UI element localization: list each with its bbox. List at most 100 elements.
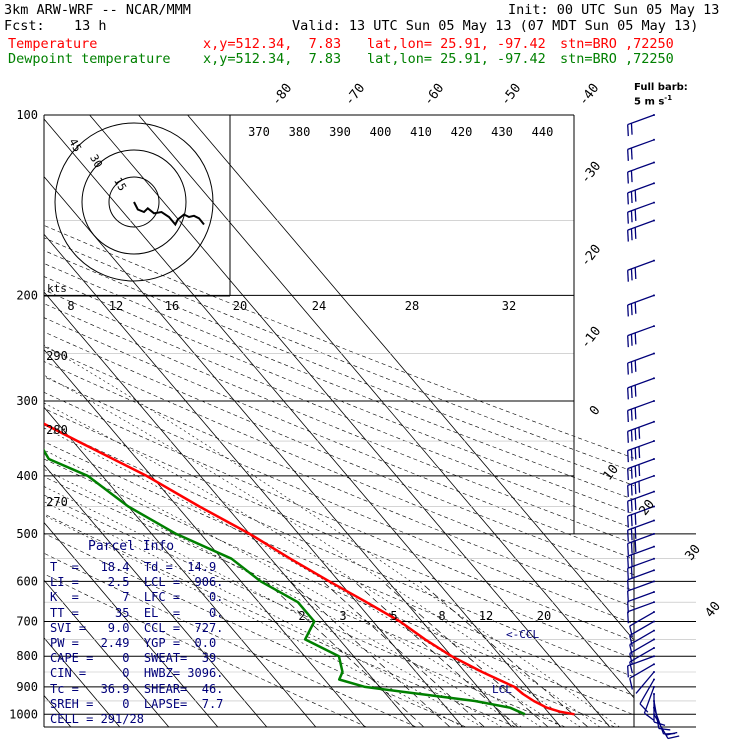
valid-time: Valid: 13 UTC Sun 05 May 13 (07 MDT Sun … [292, 18, 699, 34]
isotherm-line [44, 521, 219, 727]
temperature-legend-xy: x,y=512.34, 7.83 [203, 36, 342, 52]
lcl-annotation: LCL [492, 683, 512, 696]
parcel-info-row: SREH = 0 LAPSE= 7.7 [50, 696, 224, 711]
hodograph-ring [54, 122, 214, 282]
theta-label: 440 [532, 125, 554, 139]
barb-legend-sup: -1 [664, 94, 673, 102]
parcel-info-panel: Parcel Info T = 18.4 Td = 14.9 LI = 2.5 L… [44, 537, 230, 727]
wind-barb [627, 219, 655, 242]
wind-barb [627, 182, 655, 205]
fcst-value: 13 h [74, 18, 107, 34]
dry-adiabat [44, 289, 634, 529]
wetbulb-label: 16 [165, 299, 179, 313]
dry-adiabat [44, 361, 634, 608]
isotherm-label: 40 [703, 599, 724, 621]
mixing-ratio-label: 12 [479, 609, 493, 623]
theta-label: 430 [491, 125, 513, 139]
dry-adiabat [44, 552, 417, 727]
hodograph-ring-label: 15 [111, 175, 129, 193]
pressure-tick-label: 300 [16, 394, 38, 408]
mixing-ratio-label: 5 [390, 609, 397, 623]
isotherm-label: -80 [269, 81, 295, 109]
pressure-tick-label: 500 [16, 527, 38, 541]
wind-barb [627, 505, 655, 528]
theta-label: 390 [329, 125, 351, 139]
wetbulb-label: 32 [502, 299, 516, 313]
hodograph-ring [81, 149, 187, 255]
pressure-tick-label: 700 [16, 614, 38, 628]
isotherm-line [44, 233, 464, 727]
thetae-label: 280 [46, 423, 68, 437]
thetae-label: 270 [46, 495, 68, 509]
theta-label: 410 [410, 125, 432, 139]
parcel-info-row: TT = 35 EL = 0. [50, 605, 224, 620]
hodograph-ring-label: 30 [87, 152, 105, 170]
wind-barb [627, 114, 655, 137]
dry-adiabat [44, 441, 634, 697]
temperature-legend-latlon: lat,lon= 25.91, -97.42 [367, 36, 546, 52]
mixing-ratio-label: 3 [339, 609, 346, 623]
wind-barb [627, 440, 655, 463]
isotherm-line [44, 291, 415, 727]
wetbulb-label: 12 [109, 299, 123, 313]
ccl-annotation: <-CCL [506, 628, 539, 641]
dry-adiabat [44, 513, 516, 727]
isotherm-label: 20 [637, 497, 658, 519]
temperature-profile [44, 422, 575, 716]
isotherm-line [44, 464, 268, 727]
hodograph-units-label: kts [47, 282, 67, 295]
isotherm-label: 30 [683, 542, 704, 564]
dewpoint-profile [44, 448, 526, 716]
sounding-profiles [44, 422, 575, 716]
moist-adiabat [44, 449, 542, 727]
wind-barb [627, 519, 655, 542]
wind-barb [643, 685, 655, 721]
header: 3km ARW-WRF -- NCAR/MMM Init: 00 UTC Sun… [0, 0, 740, 70]
wind-barb [627, 490, 655, 513]
isotherm-label: -10 [578, 324, 604, 352]
hodograph-ring-label: 45 [66, 136, 84, 154]
mixing-ratio-label: 20 [537, 609, 551, 623]
wind-barb [629, 663, 655, 690]
dry-adiabat [44, 458, 634, 716]
pressure-tick-label: 1000 [9, 707, 38, 721]
moist-adiabat [44, 486, 503, 727]
wind-barb [635, 671, 655, 694]
wind-barb [653, 699, 671, 731]
mixing-ratio-line [382, 581, 549, 727]
temperature-legend-stn: stn=BRO ,72250 [560, 36, 674, 52]
isotherm-label: -60 [421, 81, 447, 109]
plot-frame [43, 114, 696, 728]
isotherm-line [89, 115, 611, 727]
isotherm-line [187, 115, 634, 641]
wind-barb [627, 545, 655, 568]
dewpoint-legend-latlon: lat,lon= 25.91, -97.42 [367, 51, 546, 67]
moist-adiabat [44, 344, 620, 727]
moist-adiabat [44, 427, 561, 727]
parcel-info-row: SVI = 9.0 CCL = 727. [50, 620, 224, 635]
barb-legend: Full barb: 5 m s-1 [634, 82, 688, 107]
parcel-info-row: LI = 2.5 LCL = 906. [50, 575, 224, 590]
wind-barb [629, 611, 655, 638]
wind-barb [627, 420, 655, 443]
isotherm-label: 0 [587, 403, 604, 418]
fcst-label: Fcst: [4, 18, 45, 34]
background-grid [44, 115, 634, 727]
dewpoint-legend-stn: stn=BRO ,72250 [560, 51, 674, 67]
theta-label: 380 [289, 125, 311, 139]
parcel-info-row: PW = 2.49 YGP = 0.0 [50, 636, 217, 650]
barb-legend-line2: 5 m s [634, 96, 665, 108]
moist-adiabat [44, 515, 463, 727]
dry-adiabat [44, 408, 634, 660]
mixing-ratio-line [419, 581, 589, 727]
dry-adiabat [44, 532, 467, 727]
wind-barb [627, 601, 655, 624]
theta-label: 400 [370, 125, 392, 139]
hodograph-trace [133, 201, 205, 227]
wetbulb-label: 20 [233, 299, 247, 313]
mixing-ratio-line [290, 581, 451, 727]
wetbulb-label: 28 [405, 299, 419, 313]
isotherm-line [44, 118, 562, 727]
parcel-info-row: K = 7 LFC = 0. [50, 590, 224, 605]
